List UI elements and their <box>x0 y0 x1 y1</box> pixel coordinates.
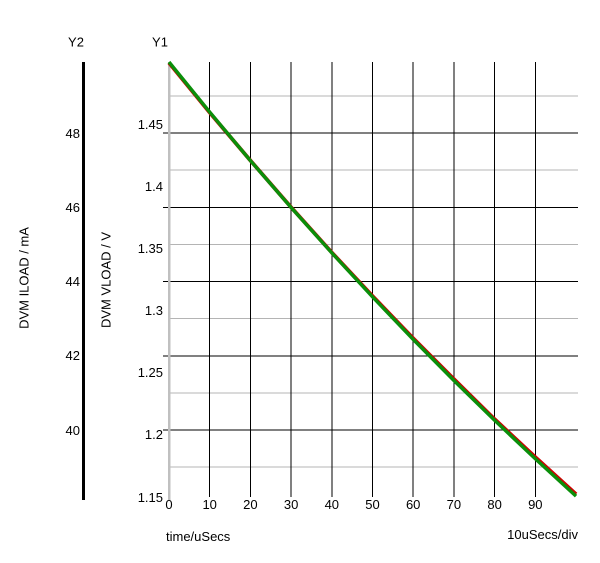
x-tick-label: 50 <box>365 497 380 512</box>
y1-tick-label: 1.4 <box>144 178 163 194</box>
x-tick-label: 70 <box>446 497 462 512</box>
x-tick-label: 60 <box>405 497 421 512</box>
x-tick-label: 0 <box>165 497 173 512</box>
y2-tick-label: 44 <box>65 274 80 289</box>
y2-tick-label: 40 <box>65 422 80 438</box>
y1-axis-title: Y1 <box>152 34 168 50</box>
y2-axis-bar <box>82 62 85 500</box>
x-tick-label: 10 <box>202 497 217 512</box>
y1-tick-label: 1.25 <box>137 365 163 381</box>
y2-tick-label: 46 <box>65 199 80 215</box>
y1-tick-label: 1.35 <box>137 240 163 256</box>
x-tick-label: 30 <box>283 497 299 512</box>
x-divisions-label: 10uSecs/div <box>507 527 578 542</box>
x-tick-label: 40 <box>324 497 340 512</box>
x-axis-label: time/uSecs <box>166 529 231 544</box>
y2-tick-label: 42 <box>65 348 80 364</box>
y2-tick-label: 48 <box>65 125 80 141</box>
y2-axis-title: Y2 <box>68 34 84 50</box>
y1-tick-label: 1.2 <box>144 427 163 443</box>
vload-trace[interactable] <box>167 60 578 498</box>
x-tick-label: 80 <box>487 497 502 512</box>
x-tick-label: 90 <box>528 497 543 512</box>
x-tick-label: 20 <box>243 497 258 512</box>
y1-tick-label: 1.45 <box>137 116 163 132</box>
y1-tick-label: 1.3 <box>144 303 163 319</box>
y1-tick-label: 1.15 <box>137 489 163 505</box>
